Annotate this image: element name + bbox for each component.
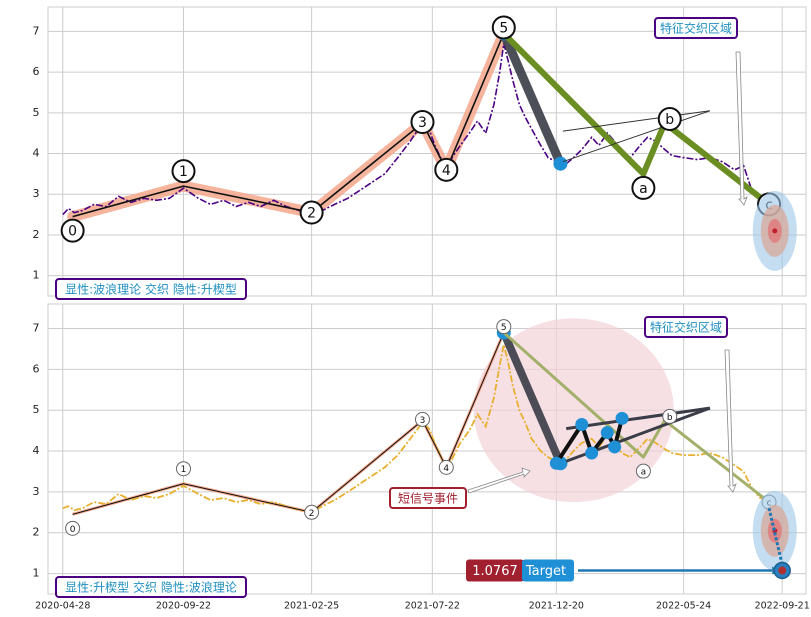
wave-label-4: 4 (443, 464, 449, 474)
leg-endpoint-dot (553, 156, 568, 171)
abc-leg (502, 331, 770, 504)
wave-label-circle (171, 159, 196, 184)
wave-label-circle (176, 461, 192, 477)
wave-label-a: a (641, 468, 647, 478)
signal-label-box (389, 487, 467, 509)
y-tick-label: 2 (33, 526, 40, 539)
forecast-zone-center (772, 228, 778, 234)
wave-label-circle (65, 520, 81, 536)
y-tick-label: 6 (33, 65, 40, 78)
y-tick-label: 6 (33, 362, 40, 375)
wave-label-circle (631, 175, 656, 200)
x-axis: 2020-04-28 2020-09-22 2021-02-25 2021-07-22… (35, 601, 810, 612)
x-tick-label: 2022-09-21 (755, 601, 810, 612)
wave-label-circle (657, 107, 682, 132)
wave-label-circle (491, 15, 516, 40)
impulse-line (72, 33, 505, 218)
x-tick-label: 2021-07-22 (405, 601, 460, 612)
wave-label-3: 3 (418, 115, 427, 131)
wedge-point-dot (549, 456, 563, 470)
target-label-box (522, 559, 574, 582)
y-tick-label: 2 (33, 228, 40, 241)
x-tick-label: 2020-04-28 (35, 601, 90, 612)
feature-label: 特征交织区域 (650, 320, 722, 335)
x-tick-label: 2022-05-24 (656, 601, 711, 612)
price-series-line (62, 344, 770, 514)
wave-label-1: 1 (181, 465, 187, 475)
panel-caption-box (55, 278, 247, 300)
y-tick-label: 5 (33, 403, 40, 416)
feature-pointer-arrow (735, 51, 748, 206)
wave-label-0: 0 (70, 525, 76, 535)
correction-leg-dark (499, 28, 565, 169)
panel-caption: 显性:波浪理论 交织 隐性:升楔型 (65, 282, 237, 297)
wave-label-5: 5 (499, 20, 508, 36)
wave-label-2: 2 (307, 206, 316, 222)
wave-label-5: 5 (501, 323, 507, 333)
y-tick-label: 7 (33, 24, 40, 37)
feature-label-box (654, 17, 738, 39)
y-tick-label: 1 (33, 567, 40, 580)
wedge-line-upper (562, 110, 710, 132)
wave-label-a: a (639, 181, 648, 197)
wave-label-0: 0 (68, 224, 77, 240)
y-tick-label: 5 (33, 106, 40, 119)
wedge-point-dot (615, 411, 629, 425)
panel-caption-box (55, 576, 247, 598)
top-panel: 1234567012345abc特征交织区域显性:波浪理论 交织 隐性:升楔型 (33, 6, 807, 300)
plot-frame (47, 6, 807, 297)
plot-frame (47, 303, 807, 595)
x-tick-label: 2021-02-25 (284, 601, 339, 612)
feature-label-box (644, 316, 728, 338)
y-tick-label: 1 (33, 269, 40, 282)
signal-pointer-arrow (467, 467, 531, 494)
wave-label-circle (635, 463, 651, 479)
wave-label-b: b (665, 112, 674, 128)
wave-label-circle (662, 408, 678, 424)
signal-label: 短信号事件 (398, 492, 458, 506)
wave-label-circle (434, 157, 459, 182)
x-tick-label: 2020-09-22 (156, 601, 211, 612)
wedge-point-dot (600, 426, 614, 440)
wave-label-1: 1 (179, 164, 188, 180)
wedge-point-dot (608, 440, 622, 454)
wave-label-b: b (667, 413, 673, 423)
wave-label-circle (414, 411, 430, 427)
wave-label-3: 3 (420, 416, 426, 426)
impulse-line (72, 332, 505, 515)
wave-label-circle (496, 319, 512, 335)
wave-label-circle (60, 218, 85, 243)
target-value-box (466, 559, 524, 582)
wedge-line-lower (562, 110, 711, 163)
target-label: Target (525, 564, 566, 579)
x-tick-label: 2021-12-20 (529, 601, 584, 612)
y-tick-label: 3 (33, 485, 40, 498)
wedge-line-upper (565, 406, 711, 431)
wave-label-circle (410, 110, 435, 135)
wave-label-2: 2 (309, 509, 315, 519)
y-tick-label: 4 (33, 444, 40, 457)
feature-pointer-arrow (724, 349, 737, 493)
bottom-panel: 1234567012345abc特征交织区域显性:升楔型 交织 隐性:波浪理论短… (33, 303, 807, 598)
price-series-line (62, 43, 770, 218)
signal-zone-circle (473, 318, 674, 503)
target-value: 1.0767 (472, 564, 518, 579)
wedge-point-dot (575, 417, 589, 431)
wave-label-circle (438, 459, 454, 475)
wedge-point-dot (585, 446, 599, 460)
correction-leg-dark (499, 328, 565, 468)
abc-leg (501, 31, 771, 207)
y-tick-label: 3 (33, 187, 40, 200)
y-tick-label: 4 (33, 147, 40, 160)
wave-label-circle (304, 504, 320, 520)
wave-label-4: 4 (442, 163, 451, 179)
wave-label-circle (299, 200, 324, 225)
target-marker-center (778, 566, 787, 575)
feature-label: 特征交织区域 (660, 21, 732, 36)
y-tick-label: 7 (33, 322, 40, 335)
panel-caption: 显性:升楔型 交织 隐性:波浪理论 (65, 580, 237, 595)
